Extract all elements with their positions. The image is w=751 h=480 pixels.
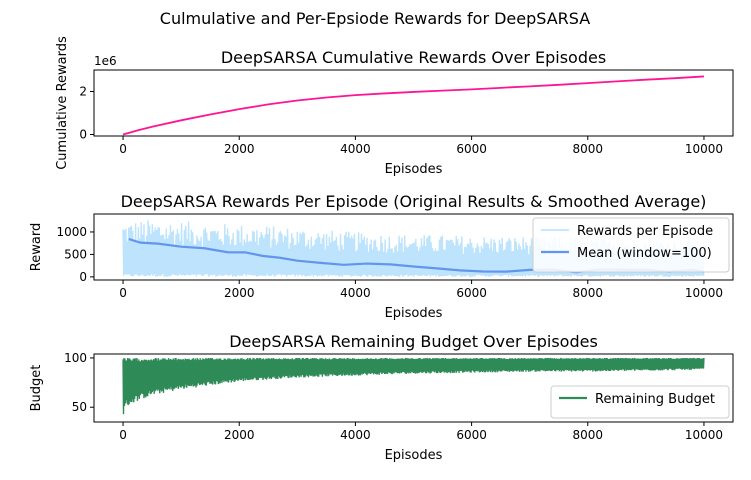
legend-label: Mean (window=100) [577,246,712,261]
x-tick-label: 6000 [456,428,487,442]
x-tick-label: 4000 [340,428,371,442]
x-tick-label: 0 [119,142,127,156]
figure-suptitle: Culmulative and Per-Epsiode Rewards for … [160,9,590,28]
y-tick-label: 2 [79,84,87,98]
x-tick-label: 10000 [685,428,723,442]
x-tick-label: 4000 [340,142,371,156]
chart-title: DeepSARSA Rewards Per Episode (Original … [121,192,707,211]
y-axis-label: Budget [29,365,44,412]
x-tick-label: 6000 [456,286,487,300]
x-tick-label: 10000 [685,142,723,156]
legend: Rewards per Episode Mean (window=100) [532,217,730,273]
plot-area [122,75,705,136]
plot-frame [93,69,734,137]
x-tick-label: 2000 [224,428,255,442]
x-tick-label: 0 [119,428,127,442]
y-offset-label: 1e6 [94,54,117,68]
legend-frame [532,217,730,273]
series-line-1 [122,357,705,415]
y-tick-label: 0 [79,270,87,284]
x-tick-label: 8000 [572,142,603,156]
x-tick-label: 0 [119,286,127,300]
chart-title: DeepSARSA Remaining Budget Over Episodes [229,332,598,351]
chart-panel-1: 0 2000 4000 6000 8000 10000 0 2 DeepSARSA Cumula… [55,36,734,177]
x-axis-label: Episodes [385,448,443,463]
plot-frame [93,213,734,281]
x-tick-label: 6000 [456,142,487,156]
x-axis-label: Episodes [385,306,443,321]
y-axis-label: Cumulative Rewards [55,36,70,170]
plot-area [122,357,705,415]
y-tick-label: 50 [72,400,87,414]
chart-panel-2: 0 2000 4000 6000 8000 10000 0 500 1000 DeepSARSA … [29,192,734,321]
x-tick-label: 2000 [224,142,255,156]
legend-label: Remaining Budget [595,392,715,407]
chart-panel-3: 0 2000 4000 6000 8000 10000 50 100 DeepSARSA Rem… [29,332,734,463]
x-tick-label: 8000 [572,286,603,300]
y-tick-label: 100 [64,351,87,365]
legend-frame [550,385,730,419]
plot-frame [93,353,734,423]
y-tick-label: 1000 [56,225,87,239]
chart-title: DeepSARSA Cumulative Rewards Over Episod… [221,48,606,67]
x-tick-label: 2000 [224,286,255,300]
legend-label: Rewards per Episode [577,224,713,239]
x-tick-label: 8000 [572,428,603,442]
y-axis-label: Reward [29,223,44,271]
x-tick-label: 4000 [340,286,371,300]
x-axis-label: Episodes [385,162,443,177]
x-tick-label: 10000 [685,286,723,300]
legend: Remaining Budget [550,385,730,419]
y-tick-label: 0 [79,127,87,141]
series-line-1 [122,75,705,136]
y-tick-label: 500 [64,247,87,261]
